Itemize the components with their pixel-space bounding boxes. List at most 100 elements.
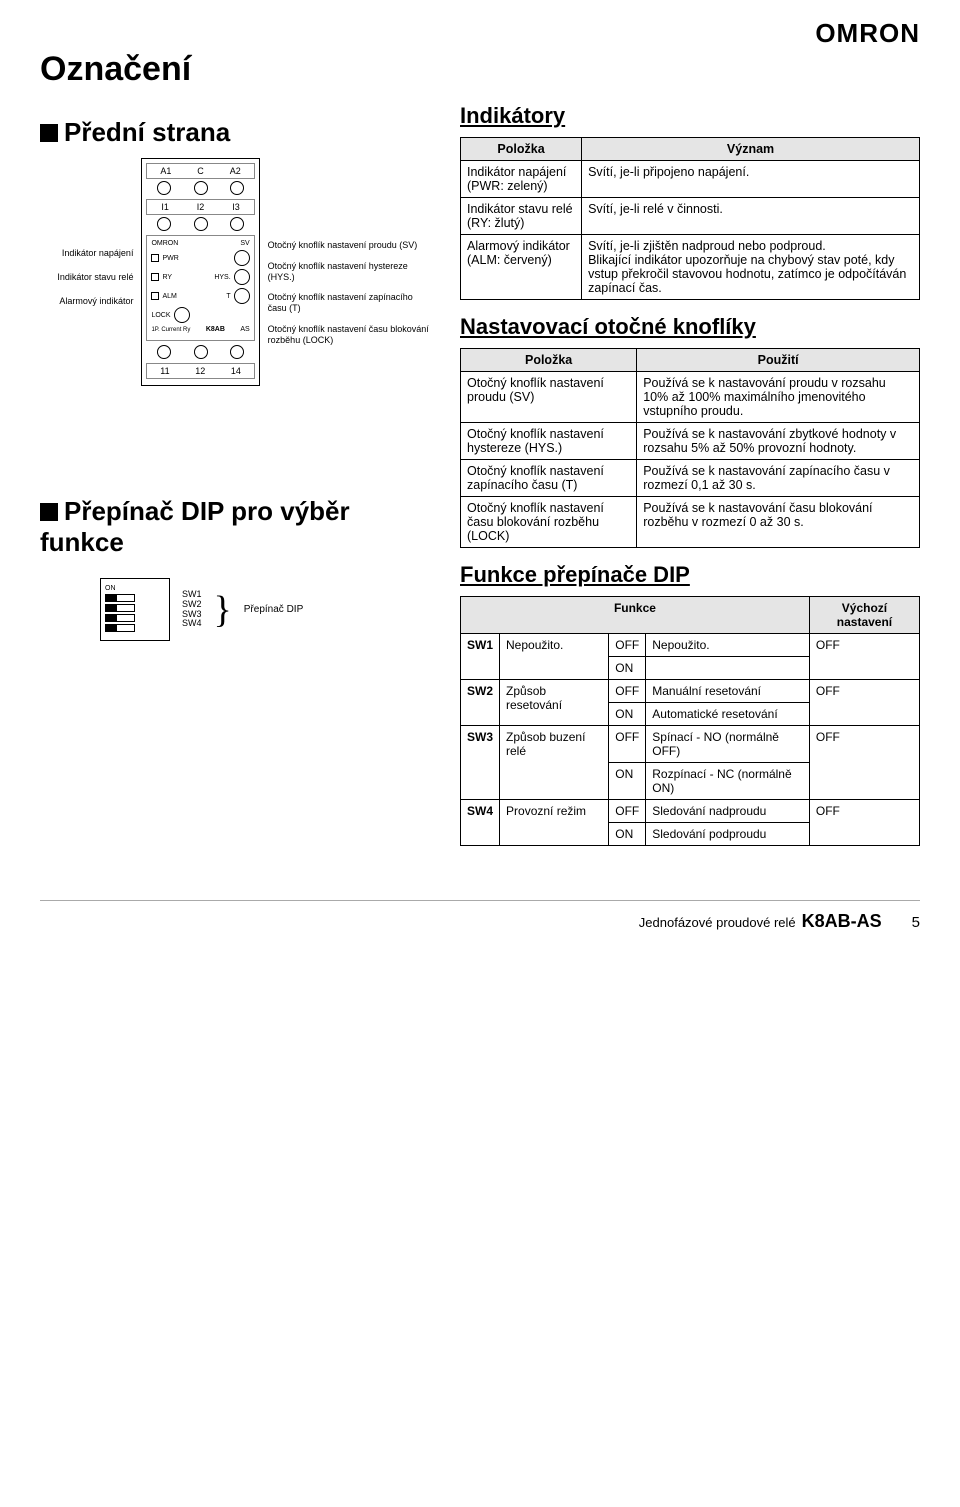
device-front: A1 C A2 I1 I2 I3 OMRON — [141, 158, 259, 386]
ind-h1: Položka — [461, 138, 582, 161]
table-row: SW4 Provozní režim OFF Sledování nadprou… — [461, 800, 920, 823]
ind-r1-c1: Indikátor napájení (PWR: zelený) — [461, 161, 582, 198]
table-row: Alarmový indikátor (ALM: červený) Svítí,… — [461, 235, 920, 300]
table-row: Otočný knoflík nastavení času blokování … — [461, 497, 920, 548]
table-row: Otočný knoflík nastavení proudu (SV) Pou… — [461, 372, 920, 423]
knob-t-label: T — [226, 293, 230, 300]
device-current-text: 1P. Current Ry — [151, 327, 190, 333]
led-alm: ALM — [162, 293, 176, 300]
section-dip-func: Funkce přepínače DIP — [460, 562, 920, 588]
dip-sw1-offv: Nepoužito. — [646, 634, 810, 657]
knob-sv — [234, 250, 250, 266]
knob-t — [234, 288, 250, 304]
device-panel: OMRON SV PWR RY — [146, 235, 254, 341]
brand-logo: OMRON — [815, 18, 920, 49]
dip-sw3-def: OFF — [809, 726, 919, 800]
term-14: 14 — [231, 366, 241, 376]
label-hys: Otočný knoflík nastavení hystereze (HYS.… — [268, 261, 430, 283]
table-row: Indikátor napájení (PWR: zelený) Svítí, … — [461, 161, 920, 198]
kn-r4-c1: Otočný knoflík nastavení času blokování … — [461, 497, 637, 548]
dip-h-def: Výchozí nastavení — [809, 597, 919, 634]
table-row: SW3 Způsob buzení relé OFF Spínací - NO … — [461, 726, 920, 763]
term-i3: I3 — [232, 202, 240, 212]
ind-r2-c1: Indikátor stavu relé (RY: žlutý) — [461, 198, 582, 235]
device-left-labels: Indikátor napájení Indikátor stavu relé … — [40, 158, 133, 320]
knob-hys-label: HYS. — [214, 274, 230, 281]
dip-sw2-offv: Manuální resetování — [646, 680, 810, 703]
terminals-top-1: A1 C A2 — [146, 163, 254, 179]
dip-sw1-onv — [646, 657, 810, 680]
table-row: Otočný knoflík nastavení hystereze (HYS.… — [461, 423, 920, 460]
ind-r3-c1: Alarmový indikátor (ALM: červený) — [461, 235, 582, 300]
dip-sw4-def: OFF — [809, 800, 919, 846]
section-front-label: Přední strana — [64, 117, 230, 147]
knob-lock — [174, 307, 190, 323]
dip-sw4-on: ON — [609, 823, 646, 846]
footer-page: 5 — [912, 914, 920, 931]
knob-hys — [234, 269, 250, 285]
dip-sw3-on: ON — [609, 763, 646, 800]
term-i2: I2 — [197, 202, 205, 212]
footer-prod: K8AB-AS — [802, 911, 882, 932]
footer-text: Jednofázové proudové relé — [639, 915, 796, 930]
kn-h2: Použití — [637, 349, 920, 372]
table-row: SW1 Nepoužito. OFF Nepoužito. OFF — [461, 634, 920, 657]
ind-h2: Význam — [582, 138, 920, 161]
label-sv: Otočný knoflík nastavení proudu (SV) — [268, 240, 430, 251]
ind-r3-c2: Svítí, je-li zjištěn nadproud nebo podpr… — [582, 235, 920, 300]
dip-h-func: Funkce — [461, 597, 810, 634]
dip-block: ON — [100, 578, 170, 641]
knob-lock-label: LOCK — [151, 312, 170, 319]
dip-sw-list: SW1 SW2 SW3 SW4 — [182, 590, 202, 630]
table-row: Otočný knoflík nastavení zapínacího času… — [461, 460, 920, 497]
dip-sw4-name: SW4 — [461, 800, 500, 846]
table-row: SW2 Způsob resetování OFF Manuální reset… — [461, 680, 920, 703]
dip-sw2-off: OFF — [609, 680, 646, 703]
dip-brace: } — [214, 591, 232, 629]
terminals-bottom: 11 12 14 — [146, 363, 254, 379]
term-c: C — [197, 166, 204, 176]
kn-r2-c1: Otočný knoflík nastavení hystereze (HYS.… — [461, 423, 637, 460]
dip-sw2-def: OFF — [809, 680, 919, 726]
dip-sw2-name: SW2 — [461, 680, 500, 726]
terminals-top-2: I1 I2 I3 — [146, 199, 254, 215]
dip-sw1-on: ON — [609, 657, 646, 680]
device-right-labels: Otočný knoflík nastavení proudu (SV) Oto… — [268, 158, 430, 356]
dip-sw4: SW4 — [182, 619, 202, 629]
kn-r1-c1: Otočný knoflík nastavení proudu (SV) — [461, 372, 637, 423]
page-footer: Jednofázové proudové relé K8AB-AS 5 — [40, 900, 920, 932]
kn-r4-c2: Používá se k nastavování času blokování … — [637, 497, 920, 548]
label-pwr: Indikátor napájení — [40, 248, 133, 258]
page-title: Označení — [40, 50, 920, 89]
knob-sv-label: SV — [240, 240, 249, 247]
label-t: Otočný knoflík nastavení zapínacího času… — [268, 292, 430, 314]
led-pwr: PWR — [162, 255, 178, 262]
section-front: Přední strana — [40, 117, 430, 148]
knobs-table: Položka Použití Otočný knoflík nastavení… — [460, 348, 920, 548]
section-dip-label: Přepínač DIP pro výběr funkce — [40, 496, 350, 557]
dip-sw4-onv: Sledování podproudu — [646, 823, 810, 846]
term-11: 11 — [160, 366, 169, 376]
dip-illustration: ON SW1 SW2 SW3 SW4 } Přepínač DIP — [100, 578, 430, 641]
term-i1: I1 — [161, 202, 169, 212]
term-12: 12 — [195, 366, 205, 376]
dip-sw1-name: SW1 — [461, 634, 500, 680]
dip-sw4-offv: Sledování nadproudu — [646, 800, 810, 823]
kn-r1-c2: Používá se k nastavování proudu v rozsah… — [637, 372, 920, 423]
section-knobs: Nastavovací otočné knoflíky — [460, 314, 920, 340]
dip-label: Přepínač DIP — [244, 604, 303, 615]
dip-sw4-desc: Provozní režim — [500, 800, 609, 846]
label-alm: Alarmový indikátor — [40, 296, 133, 306]
dip-sw2-onv: Automatické resetování — [646, 703, 810, 726]
dip-sw4-off: OFF — [609, 800, 646, 823]
dip-sw3-name: SW3 — [461, 726, 500, 800]
kn-h1: Položka — [461, 349, 637, 372]
ind-r2-c2: Svítí, je-li relé v činnosti. — [582, 198, 920, 235]
dip-sw2-on: ON — [609, 703, 646, 726]
dip-on-label: ON — [105, 585, 165, 592]
dip-sw2-desc: Způsob resetování — [500, 680, 609, 726]
term-a1: A1 — [160, 166, 171, 176]
label-ry: Indikátor stavu relé — [40, 272, 133, 282]
dip-sw3-desc: Způsob buzení relé — [500, 726, 609, 800]
dip-sw3-offv: Spínací - NO (normálně OFF) — [646, 726, 810, 763]
